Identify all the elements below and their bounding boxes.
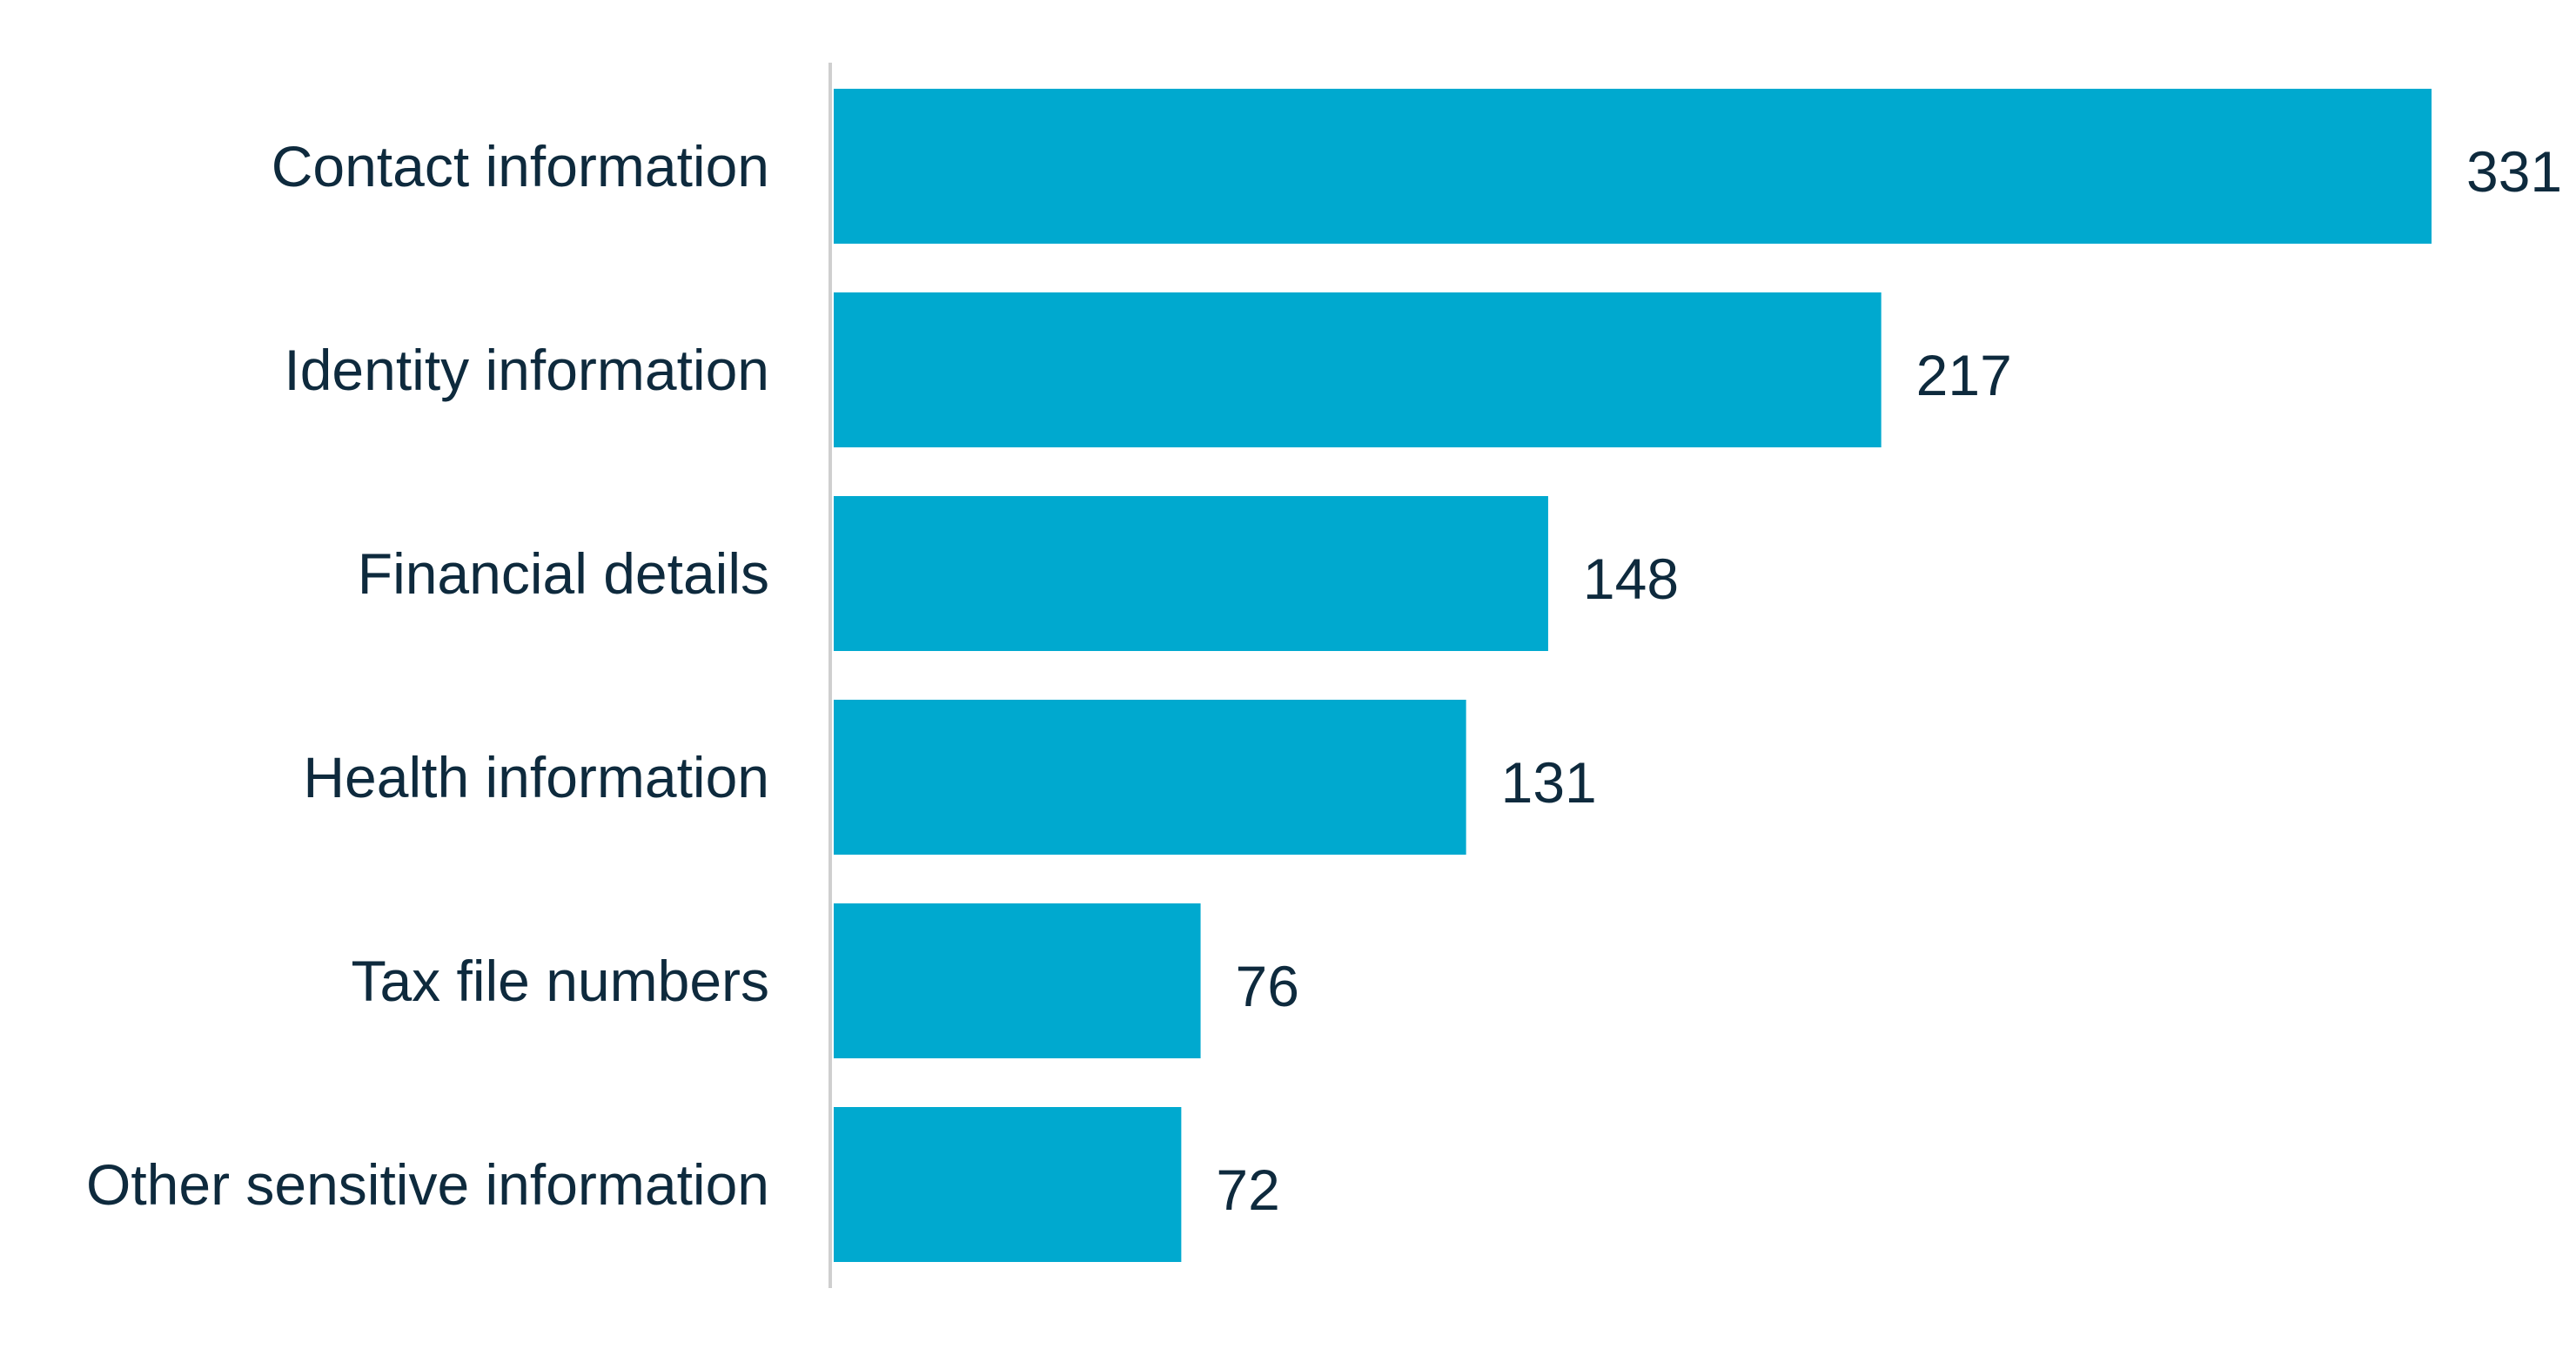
bar-3 (834, 700, 1466, 855)
bar-5 (834, 1107, 1182, 1262)
category-label-0: Contact information (272, 134, 769, 198)
value-label-3: 131 (1501, 750, 1597, 815)
bar-4 (834, 903, 1201, 1058)
category-label-4: Tax file numbers (351, 949, 769, 1013)
bar-2 (834, 496, 1548, 651)
bar-0 (834, 89, 2432, 244)
category-label-5: Other sensitive information (86, 1152, 769, 1217)
category-label-1: Identity information (284, 338, 769, 402)
bar-1 (834, 292, 1882, 447)
value-label-5: 72 (1216, 1158, 1279, 1222)
value-label-1: 217 (1916, 343, 2012, 407)
bars-group (834, 89, 2432, 1262)
value-label-0: 331 (2466, 139, 2562, 204)
category-labels: Contact information Identity information F… (86, 134, 769, 1217)
value-label-4: 76 (1236, 954, 1299, 1018)
category-label-3: Health information (303, 745, 769, 809)
value-label-2: 148 (1583, 547, 1679, 611)
category-label-2: Financial details (358, 541, 769, 606)
value-labels: 331 217 148 131 76 72 (1216, 139, 2562, 1222)
